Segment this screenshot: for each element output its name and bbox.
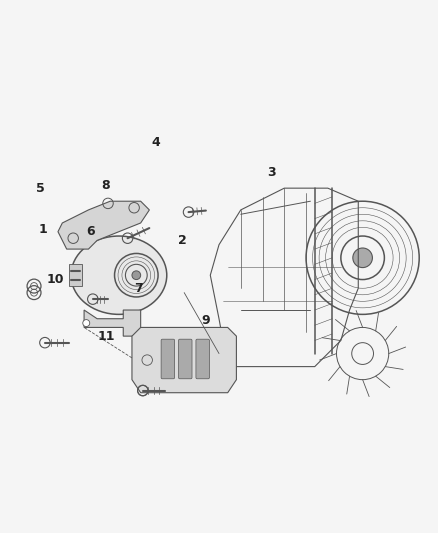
FancyBboxPatch shape bbox=[179, 339, 192, 379]
Text: 1: 1 bbox=[39, 223, 47, 236]
Text: 4: 4 bbox=[152, 136, 160, 149]
Polygon shape bbox=[84, 310, 141, 336]
FancyBboxPatch shape bbox=[196, 339, 209, 379]
Text: 6: 6 bbox=[86, 225, 95, 238]
Polygon shape bbox=[69, 264, 82, 286]
Circle shape bbox=[132, 271, 141, 279]
Polygon shape bbox=[58, 201, 149, 249]
Ellipse shape bbox=[71, 236, 167, 314]
Text: 7: 7 bbox=[134, 282, 143, 295]
Text: 2: 2 bbox=[178, 234, 187, 247]
Text: 9: 9 bbox=[201, 314, 210, 327]
Text: 11: 11 bbox=[97, 329, 115, 343]
Circle shape bbox=[353, 248, 372, 268]
Text: 3: 3 bbox=[267, 166, 276, 180]
FancyBboxPatch shape bbox=[161, 339, 175, 379]
Polygon shape bbox=[132, 327, 237, 393]
Circle shape bbox=[83, 320, 90, 327]
Text: 10: 10 bbox=[47, 273, 64, 286]
Text: 8: 8 bbox=[102, 180, 110, 192]
Text: 5: 5 bbox=[36, 182, 45, 195]
